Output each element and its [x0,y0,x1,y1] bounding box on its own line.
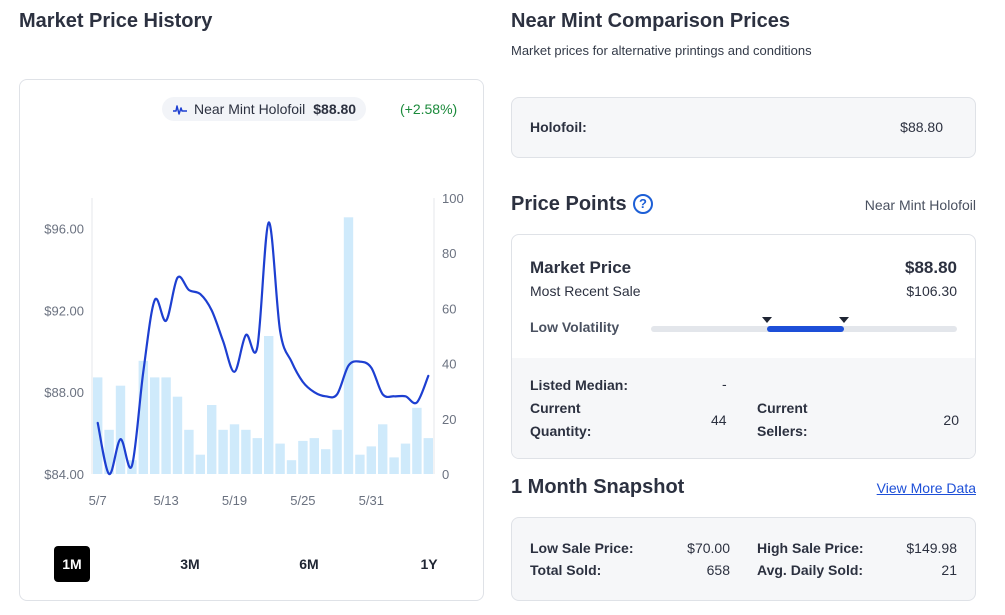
total-sold-label: Total Sold: [530,562,602,578]
range-6m-button[interactable]: 6M [291,546,327,582]
x-tick-label: 5/19 [222,493,247,508]
volatility-high-marker-icon [838,317,849,323]
volume-bar [423,438,433,474]
volume-bar [207,405,217,474]
market-price-value: $88.80 [905,258,957,277]
help-icon[interactable]: ? [633,194,653,214]
holofoil-value: $88.80 [900,119,943,135]
volume-bar [115,385,126,474]
volume-bar [366,446,376,474]
volume-bar [241,429,251,474]
y-right-tick-label: 40 [442,357,456,372]
price-points-title: Price Points [511,193,627,215]
volatility-low-marker-icon [762,317,773,323]
recent-sale-label: Most Recent Sale [530,283,641,299]
y-right-tick-label: 20 [442,412,456,427]
volatility-label: Low Volatility [530,319,620,335]
volume-bar [298,440,308,474]
high-sale-label: High Sale Price: [757,540,864,556]
high-sale-value: $149.98 [906,540,957,556]
volume-bar [389,457,399,474]
view-more-data-link[interactable]: View More Data [876,480,976,496]
x-tick-label: 5/13 [153,493,178,508]
market-price-label: Market Price [530,258,632,277]
comparison-prices-title: Near Mint Comparison Prices [511,10,790,32]
holofoil-label: Holofoil: [530,119,587,135]
x-tick-label: 5/25 [290,493,315,508]
x-tick-label: 5/7 [89,493,107,508]
volume-bar [355,454,365,474]
volume-bar [252,438,262,474]
volume-bar [275,443,285,474]
price-line [96,221,430,476]
snapshot-stats: Low Sale Price: $70.00 High Sale Price: … [511,517,976,601]
volume-bar [161,377,171,474]
avg-daily-sold-label: Avg. Daily Sold: [757,562,864,578]
volatility-range-fill [767,326,844,332]
price-points-variant: Near Mint Holofoil [864,197,976,213]
volume-bar [172,396,183,474]
volume-bar [264,336,274,474]
volume-bar [378,424,388,474]
y-right-tick-label: 100 [442,191,464,206]
volume-bar [195,454,205,474]
current-quantity-label: Current Quantity: [530,400,592,439]
y-left-tick-label: $96.00 [44,222,84,237]
y-left-tick-label: $88.00 [44,385,84,400]
y-left-tick-label: $92.00 [44,303,84,318]
total-sold-value: 658 [706,562,730,578]
y-right-tick-label: 60 [442,301,456,316]
current-quantity-value: 44 [711,412,727,428]
price-chart: $84.00 $88.00 $92.00 $96.00 0 20 40 60 80 100 5/7 5… [44,191,464,508]
current-sellers-value: 20 [943,412,959,428]
listed-median-value: - [722,376,727,392]
range-1y-button[interactable]: 1Y [411,546,447,582]
volume-bar [321,449,331,474]
volume-bar [218,429,228,474]
range-1m-button[interactable]: 1M [54,546,90,582]
x-tick-label: 5/31 [359,493,384,508]
volume-bar [343,217,354,475]
time-range-selector: 1M 3M 6M 1Y [20,546,485,582]
holofoil-price-row: Holofoil: $88.80 [511,97,976,158]
comparison-prices-subtitle: Market prices for alternative printings … [511,43,812,58]
volume-bar [184,429,194,474]
listing-stats: Listed Median: - Current Quantity: 44 Cu… [512,358,975,458]
price-points-card: Market Price $88.80 Most Recent Sale $10… [511,234,976,459]
volume-bar [309,438,319,474]
volume-bar [332,429,342,474]
low-sale-label: Low Sale Price: [530,540,634,556]
volume-bar [150,377,160,474]
y-right-tick-label: 80 [442,246,456,261]
current-sellers-label: Current Sellers: [757,400,808,439]
line-chart-icon [173,105,187,115]
listed-median-label: Listed Median: [530,377,629,393]
low-sale-value: $70.00 [687,540,730,556]
range-3m-button[interactable]: 3M [172,546,208,582]
volume-bar [138,360,148,474]
market-price-history-title: Market Price History [19,10,213,32]
chart-legend[interactable]: Near Mint Holofoil $88.80 [162,97,367,121]
volume-bar [286,460,297,474]
volume-bar [229,424,240,474]
snapshot-title: 1 Month Snapshot [511,476,685,498]
volume-bar [400,443,411,474]
avg-daily-sold-value: 21 [941,562,957,578]
volume-bar [412,407,422,474]
volume-bar [104,429,114,474]
legend-price: $88.80 [313,101,357,117]
y-right-tick-label: 0 [442,467,449,482]
y-left-tick-label: $84.00 [44,467,84,482]
recent-sale-value: $106.30 [906,283,957,299]
legend-change: (+2.58%) [400,101,458,117]
price-chart-card: Near Mint Holofoil $88.80 (+2.58%) $84.0… [19,79,484,601]
volatility-meter [651,317,957,332]
legend-series-name: Near Mint Holofoil [194,101,306,117]
